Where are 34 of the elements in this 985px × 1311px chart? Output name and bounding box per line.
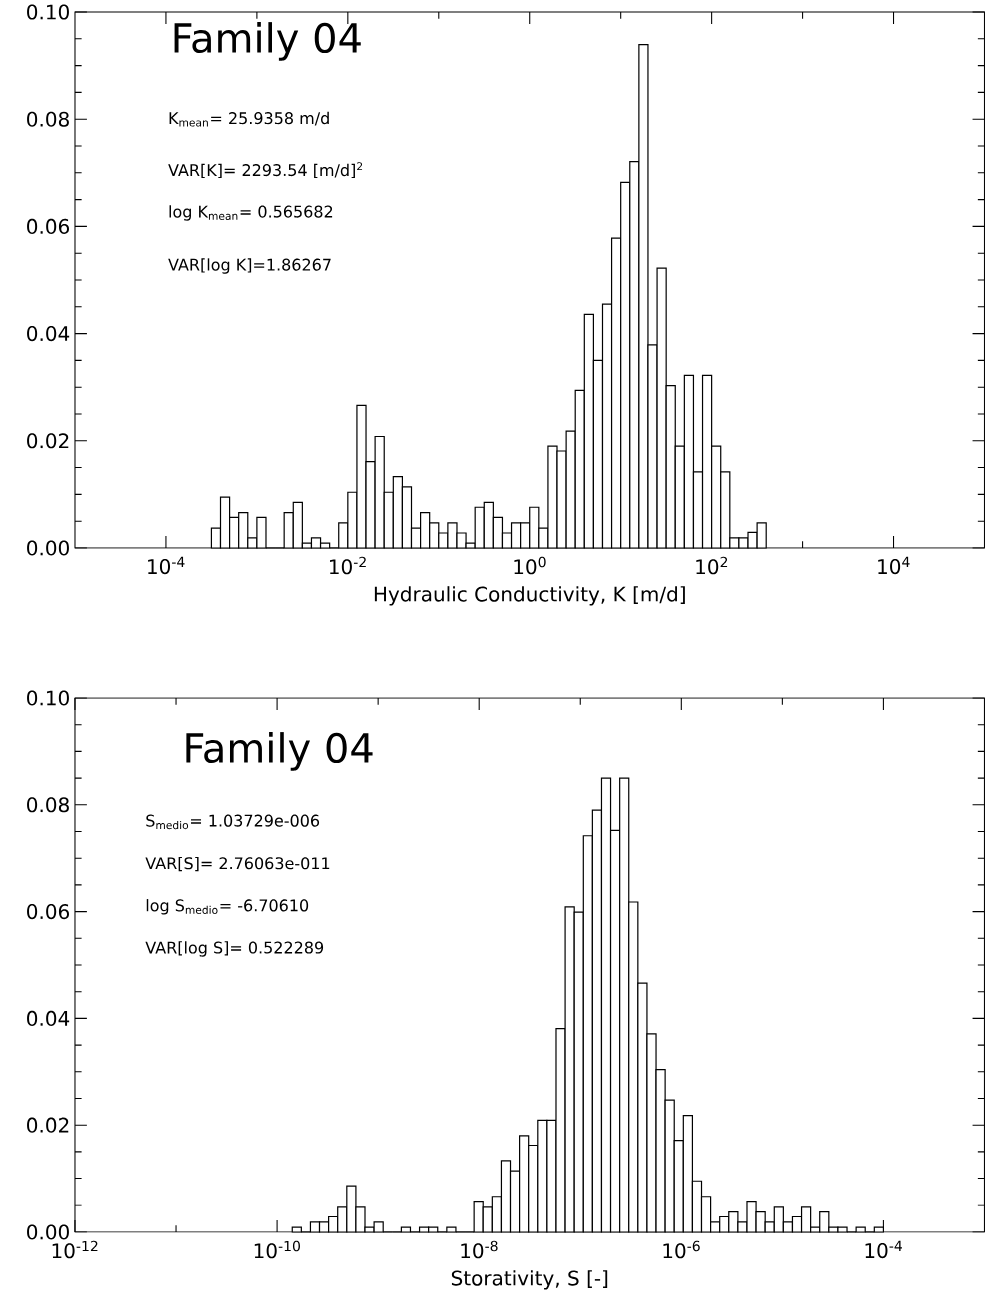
y-tick-label: 0.02 bbox=[27, 1117, 69, 1133]
y-tick-label: 0.00 bbox=[27, 1224, 69, 1240]
x-tick-label: 10$^{4}$ bbox=[878, 556, 910, 575]
x-axis-title: Hydraulic Conductivity, K [m/d] bbox=[374, 586, 685, 606]
x-tick-label: 10$^{2}$ bbox=[696, 556, 728, 575]
x-tick-label: 10$^{-4}$ bbox=[148, 556, 185, 575]
y-tick-label: 0.06 bbox=[27, 218, 70, 234]
y-tick-label: 0.10 bbox=[27, 4, 69, 20]
y-tick-label: 0.00 bbox=[27, 540, 69, 556]
annotation: K$_{mean}$= 25.9358 m/d bbox=[169, 111, 329, 127]
y-tick-label: 0.10 bbox=[27, 690, 69, 706]
x-tick-label: 10$^{-6}$ bbox=[663, 1240, 700, 1259]
annotation: VAR[S]= 2.76063e-011 bbox=[145, 856, 330, 872]
text: Family 04 bbox=[186, 732, 373, 771]
y-tick-label: 0.04 bbox=[27, 1010, 70, 1026]
y-tick-label: 0.02 bbox=[27, 433, 69, 449]
annotation: log S$_{medio}$= -6.70610 bbox=[146, 899, 309, 915]
annotation: S$_{medio}$= 1.03729e-006 bbox=[146, 814, 320, 830]
annotation: log K$_{mean}$= 0.565682 bbox=[169, 205, 333, 221]
x-tick-label: 10$^{-2}$ bbox=[330, 556, 366, 575]
y-tick-label: 0.08 bbox=[27, 797, 69, 813]
x-tick-label: 10$^{-8}$ bbox=[461, 1240, 498, 1259]
y-tick-label: 0.08 bbox=[27, 111, 69, 127]
x-tick-label: 10$^{-4}$ bbox=[865, 1240, 902, 1259]
annotation: VAR[log K]=1.86267 bbox=[168, 258, 331, 274]
y-tick-label: 0.04 bbox=[27, 326, 70, 342]
annotation: VAR[log S]= 0.522289 bbox=[145, 941, 324, 957]
x-axis-title: Storativity, S [-] bbox=[451, 1270, 608, 1290]
x-tick-label: 10$^{0}$ bbox=[514, 556, 546, 575]
chart-title: Family 04 bbox=[174, 22, 361, 61]
x-tick-label: 10$^{-10}$ bbox=[254, 1240, 300, 1259]
annotation: VAR[K]= 2293.54 [m/d]$^{2}$ bbox=[168, 162, 363, 179]
x-tick-label: 10$^{-12}$ bbox=[52, 1240, 98, 1259]
y-tick-label: 0.06 bbox=[27, 904, 69, 920]
